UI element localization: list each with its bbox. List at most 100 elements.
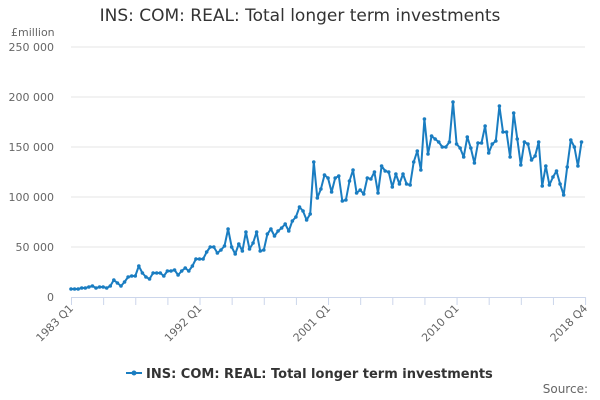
data-point — [194, 257, 198, 261]
data-point — [69, 287, 73, 291]
data-point — [283, 222, 288, 226]
data-point — [144, 275, 148, 279]
data-point — [454, 142, 459, 146]
data-point — [197, 257, 202, 261]
data-point — [329, 190, 334, 194]
data-point — [279, 226, 284, 230]
data-point — [315, 196, 320, 200]
data-point — [304, 218, 309, 222]
data-point — [461, 155, 466, 159]
y-tick-label: 250 000 — [9, 41, 55, 54]
data-point — [122, 280, 127, 284]
data-point — [579, 140, 584, 144]
data-point — [251, 241, 255, 245]
data-point — [515, 137, 520, 141]
data-point — [554, 169, 559, 173]
legend-marker-icon — [131, 370, 137, 376]
data-point — [147, 277, 152, 281]
data-point — [244, 230, 248, 234]
data-point — [301, 209, 305, 213]
data-point — [115, 281, 120, 285]
data-point — [372, 170, 377, 174]
series-group — [69, 100, 584, 291]
data-point — [422, 117, 427, 121]
data-point — [229, 245, 234, 249]
y-axis-unit-label: £million — [11, 26, 55, 39]
data-point — [569, 138, 573, 142]
data-point — [326, 176, 330, 180]
data-point — [344, 198, 348, 202]
data-point — [172, 268, 177, 272]
data-point — [394, 172, 398, 176]
data-point — [411, 160, 416, 164]
data-point — [511, 111, 516, 115]
data-point — [219, 248, 223, 252]
data-point — [476, 141, 480, 145]
y-tick-label: 50 000 — [16, 241, 55, 254]
series-line — [71, 101, 583, 290]
data-point — [401, 172, 405, 176]
data-point — [544, 164, 548, 168]
data-point — [540, 184, 545, 188]
data-point — [87, 285, 91, 289]
data-point — [486, 151, 491, 155]
data-point — [319, 187, 323, 191]
data-point — [247, 247, 252, 251]
data-point — [165, 269, 170, 273]
data-point — [508, 155, 512, 159]
data-point — [265, 232, 270, 236]
data-point — [226, 227, 230, 231]
data-point — [308, 212, 312, 216]
data-point — [419, 168, 423, 172]
data-point — [504, 130, 509, 134]
data-point — [376, 191, 380, 195]
data-point — [204, 250, 209, 254]
data-point — [426, 152, 430, 156]
chart-title: INS: COM: REAL: Total longer term invest… — [99, 6, 501, 26]
data-point — [558, 182, 562, 186]
data-point — [276, 229, 280, 233]
x-axis: 1983 Q1 1992 Q1 2001 Q1 2010 Q1 2018 Q4 — [34, 297, 591, 345]
data-point — [522, 140, 527, 144]
source-label: Source: — [542, 382, 588, 396]
data-point — [212, 245, 216, 249]
data-point — [233, 252, 238, 256]
data-point — [483, 124, 487, 128]
data-point — [176, 273, 180, 277]
data-point — [101, 285, 105, 289]
data-point — [97, 285, 102, 289]
data-point — [290, 219, 295, 223]
data-point — [236, 242, 241, 246]
data-point — [436, 140, 441, 144]
data-point — [258, 249, 263, 253]
legend-label[interactable]: INS: COM: REAL: Total longer term invest… — [146, 367, 493, 382]
data-point — [333, 176, 337, 180]
data-point — [551, 175, 555, 179]
data-point — [501, 130, 505, 134]
data-point — [529, 158, 534, 162]
data-point — [469, 146, 473, 150]
data-point — [547, 183, 552, 187]
x-tick-label: 2018 Q4 — [548, 302, 591, 345]
data-point — [162, 274, 166, 278]
data-point — [565, 165, 570, 169]
data-point — [129, 274, 134, 278]
data-point — [465, 135, 470, 139]
data-point — [222, 244, 227, 248]
y-axis-ticks: 0 50 000 100 000 150 000 200 000 250 000 — [9, 41, 55, 304]
data-point — [94, 286, 98, 290]
data-point — [137, 264, 141, 268]
legend[interactable]: INS: COM: REAL: Total longer term invest… — [126, 367, 493, 382]
data-point — [133, 274, 138, 278]
data-point — [311, 160, 316, 164]
data-point — [322, 173, 327, 177]
y-tick-label: 150 000 — [9, 141, 55, 154]
data-point — [447, 140, 452, 144]
data-point — [187, 269, 191, 273]
x-tick-label: 2001 Q1 — [291, 302, 334, 345]
data-point — [408, 183, 412, 187]
data-point — [369, 177, 373, 181]
data-point — [440, 145, 445, 149]
grid-lines — [71, 46, 585, 248]
